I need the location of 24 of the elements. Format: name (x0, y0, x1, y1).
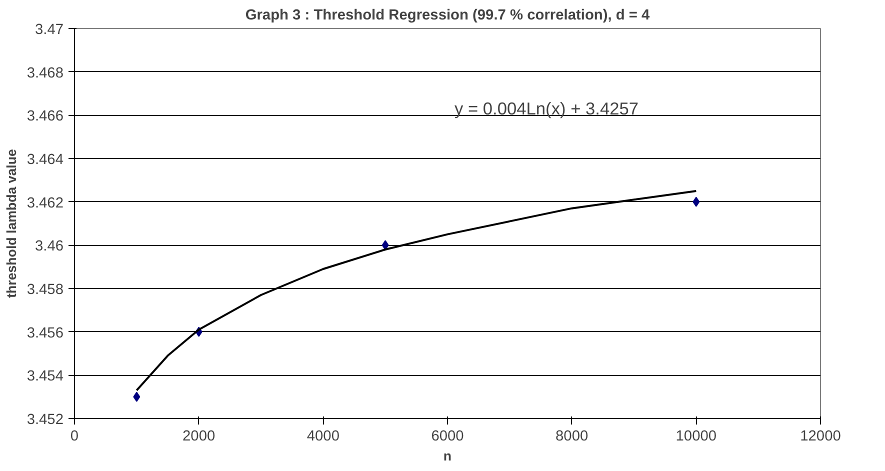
y-tick-label: 3.466 (26, 108, 64, 125)
x-tick-label: 8000 (556, 428, 588, 444)
x-axis-title: n (443, 448, 452, 464)
y-tick-label: 3.464 (26, 152, 64, 168)
y-tick-label: 3.452 (26, 412, 64, 428)
point (133, 392, 140, 402)
x-tick-label: 12000 (800, 428, 841, 444)
point (692, 196, 700, 207)
x-tick-label: 4000 (306, 428, 340, 444)
y-tick-label: 3.454 (26, 368, 64, 385)
y-tick-label: 3.456 (26, 325, 64, 342)
point (382, 240, 389, 250)
x-tick-label: 6000 (431, 428, 464, 444)
x-tick-label: 2000 (182, 428, 216, 444)
x-tick-label: 0 (70, 428, 79, 444)
y-tick-label: 3.462 (26, 195, 64, 212)
y-tick-label: 3.46 (34, 238, 64, 255)
y-tick-label: 3.468 (26, 65, 64, 82)
y-axis-title: threshold lambda value (4, 149, 19, 298)
annotation: y = 0.004Ln(x) + 3.4257 (454, 98, 639, 118)
x-tick-label: 10000 (676, 428, 717, 444)
y-tick-label: 3.47 (34, 22, 64, 38)
chart-title: Graph 3 : Threshold Regression (99.7 % correlation), d = 4 (245, 8, 651, 24)
y-tick-label: 3.458 (26, 282, 64, 298)
